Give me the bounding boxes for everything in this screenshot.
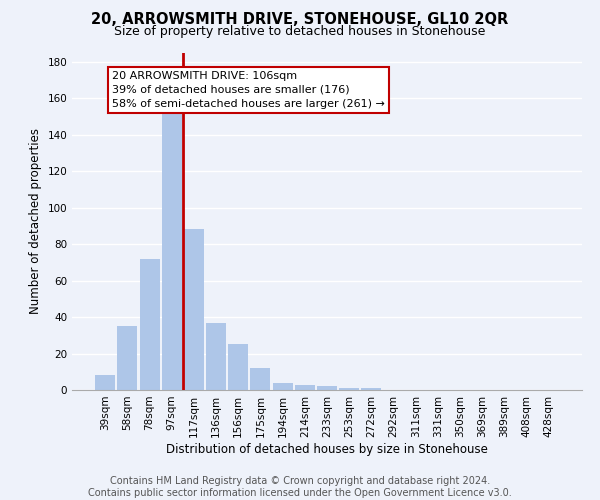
Bar — [339, 388, 359, 390]
Bar — [272, 382, 293, 390]
Bar — [250, 368, 271, 390]
X-axis label: Distribution of detached houses by size in Stonehouse: Distribution of detached houses by size … — [166, 442, 488, 456]
Bar — [361, 388, 382, 390]
Y-axis label: Number of detached properties: Number of detached properties — [29, 128, 42, 314]
Bar — [140, 258, 160, 390]
Bar — [95, 376, 115, 390]
Text: Contains HM Land Registry data © Crown copyright and database right 2024.
Contai: Contains HM Land Registry data © Crown c… — [88, 476, 512, 498]
Bar — [317, 386, 337, 390]
Bar — [295, 384, 315, 390]
Bar — [184, 230, 204, 390]
Text: 20, ARROWSMITH DRIVE, STONEHOUSE, GL10 2QR: 20, ARROWSMITH DRIVE, STONEHOUSE, GL10 2… — [91, 12, 509, 28]
Text: 20 ARROWSMITH DRIVE: 106sqm
39% of detached houses are smaller (176)
58% of semi: 20 ARROWSMITH DRIVE: 106sqm 39% of detac… — [112, 70, 385, 108]
Bar — [162, 107, 182, 390]
Bar — [228, 344, 248, 390]
Text: Size of property relative to detached houses in Stonehouse: Size of property relative to detached ho… — [115, 25, 485, 38]
Bar — [118, 326, 137, 390]
Bar — [206, 322, 226, 390]
